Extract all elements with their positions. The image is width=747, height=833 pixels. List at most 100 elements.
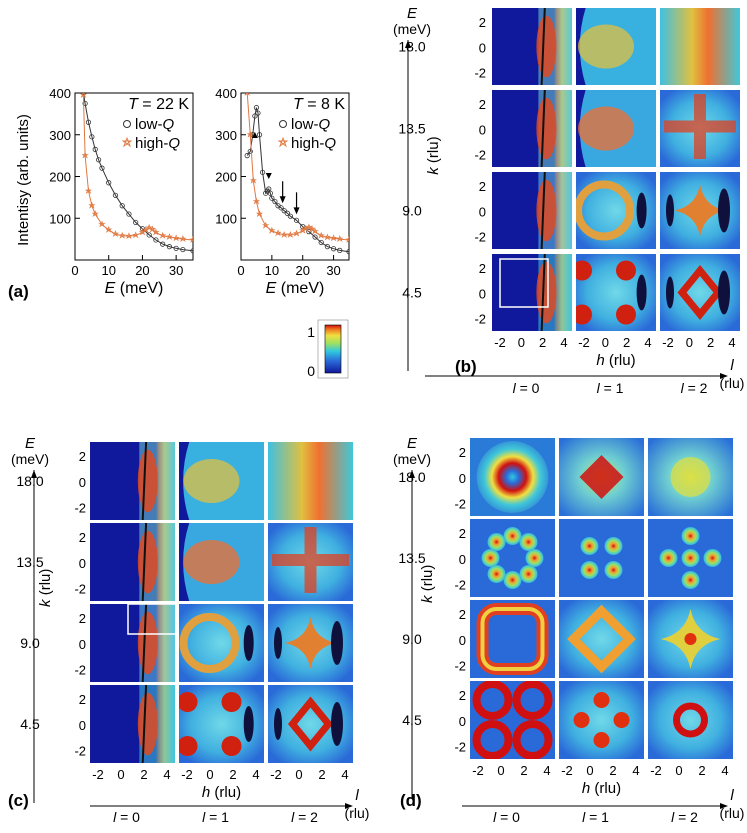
l-value-label: l = 0	[513, 380, 540, 396]
map-gap	[636, 274, 647, 311]
point-low-q	[284, 210, 290, 216]
map-spot	[703, 549, 722, 567]
label-part: l	[582, 809, 586, 825]
point-high-q	[268, 226, 276, 234]
map-diamond-ring	[567, 604, 636, 674]
label-part: E	[105, 280, 116, 297]
h-tick-label: 2	[623, 335, 630, 350]
point-low-q	[256, 132, 263, 138]
legend-marker-low-q	[123, 120, 131, 128]
l-value-label: l = 1	[582, 809, 609, 825]
map-gap	[540, 254, 546, 331]
legend-entry: high-Q	[291, 135, 336, 152]
point-low-q	[269, 195, 275, 201]
point-low-q	[318, 239, 324, 246]
map-gap	[666, 194, 674, 227]
map-gap	[636, 192, 647, 229]
k-tick-label: -2	[74, 663, 86, 678]
point-high-q	[165, 233, 174, 240]
map-spot	[221, 692, 242, 712]
y-tick-label: 400	[49, 86, 71, 101]
point-high-q	[84, 187, 93, 195]
h-tick-label: 4	[252, 767, 259, 782]
h-tick-label: 0	[117, 767, 124, 782]
label-part: E	[266, 280, 277, 297]
point-high-q	[179, 235, 187, 243]
k-tick-label: 0	[479, 40, 486, 55]
colorbar-min-label: 0	[307, 363, 315, 379]
map-spot	[593, 692, 610, 708]
point-low-q	[252, 113, 258, 119]
label-part: (meV)	[276, 280, 324, 297]
map-diamond	[579, 455, 624, 499]
map-spot	[580, 537, 599, 555]
k-axis-label: k (rlu)	[425, 136, 442, 174]
panel-c: 18.0 2 0 -2 13.5 2 0 -2 9.0 2 0 -2 4.5 2 0 -2 -2 0 2 4 -2 0 2 4…	[8, 435, 369, 825]
map-ring	[472, 720, 513, 759]
map-spot	[604, 537, 623, 555]
point-low-q	[255, 110, 261, 116]
energy-value: 9.0	[402, 203, 422, 219]
map-gap	[718, 270, 730, 315]
map-cell	[470, 681, 555, 759]
y-tick-label: 100	[49, 211, 71, 226]
k-tick-label: 2	[459, 526, 466, 541]
map-cell	[470, 519, 555, 597]
map-gap	[718, 188, 730, 233]
x-tick-label: 20	[135, 263, 149, 278]
h-tick-label: 2	[140, 767, 147, 782]
point-high-q	[111, 230, 120, 238]
map-intensity	[137, 530, 158, 594]
map-intensity	[183, 459, 240, 503]
x-tick-label: 30	[169, 263, 183, 278]
map-gap	[243, 625, 254, 661]
k-tick-label: -2	[74, 582, 86, 597]
temperature-label: T = 22 K	[128, 96, 189, 113]
map-cell	[179, 523, 264, 601]
h-tick-label: 4	[163, 767, 170, 782]
map-ring	[512, 720, 553, 759]
y-tick-label: 100	[215, 211, 237, 226]
h-tick-label: 2	[609, 763, 616, 778]
e-axis-unit: (meV)	[393, 21, 431, 37]
label-part: Q	[324, 135, 336, 152]
map-spot	[487, 565, 506, 583]
label-part: Q	[163, 116, 175, 133]
label-part: low-	[135, 116, 163, 133]
map-cell	[559, 681, 644, 759]
e-axis-var: E	[25, 435, 36, 452]
point-low-q	[92, 146, 98, 152]
label-part: l	[493, 809, 497, 825]
point-high-q	[189, 236, 193, 243]
map-cell	[470, 438, 555, 516]
map-cell	[648, 438, 733, 516]
k-tick-label: 2	[479, 261, 486, 276]
map-cell	[648, 600, 733, 678]
panel-a-label: (a)	[8, 282, 29, 301]
map-spot	[659, 549, 678, 567]
panel-label: (d)	[400, 791, 422, 810]
x-tick-label: 0	[237, 263, 244, 278]
map-spot	[503, 571, 522, 589]
map-glow	[660, 8, 740, 85]
map-gap	[141, 442, 148, 520]
k-axis-unit: (rlu)	[425, 136, 442, 167]
map-cell	[660, 254, 740, 331]
k-axis-var: k	[37, 598, 54, 607]
y-tick-label: 200	[215, 170, 237, 185]
label-part: (rlu)	[605, 352, 636, 369]
map-spot	[576, 304, 592, 325]
l-axis-unit: (rlu)	[720, 375, 745, 391]
colorbar-gradient	[324, 324, 342, 374]
map-intensity	[536, 261, 557, 324]
point-high-q	[299, 226, 307, 234]
point-high-q	[249, 176, 257, 184]
temperature-value: = 8 K	[303, 96, 346, 113]
map-hole	[504, 550, 521, 566]
map-cell	[179, 604, 264, 682]
colorbar-max-label: 1	[307, 324, 315, 340]
map-square-ring-inner	[480, 607, 545, 671]
h-tick-label: 0	[675, 763, 682, 778]
map-spot	[503, 527, 522, 545]
point-high-q	[252, 197, 261, 205]
